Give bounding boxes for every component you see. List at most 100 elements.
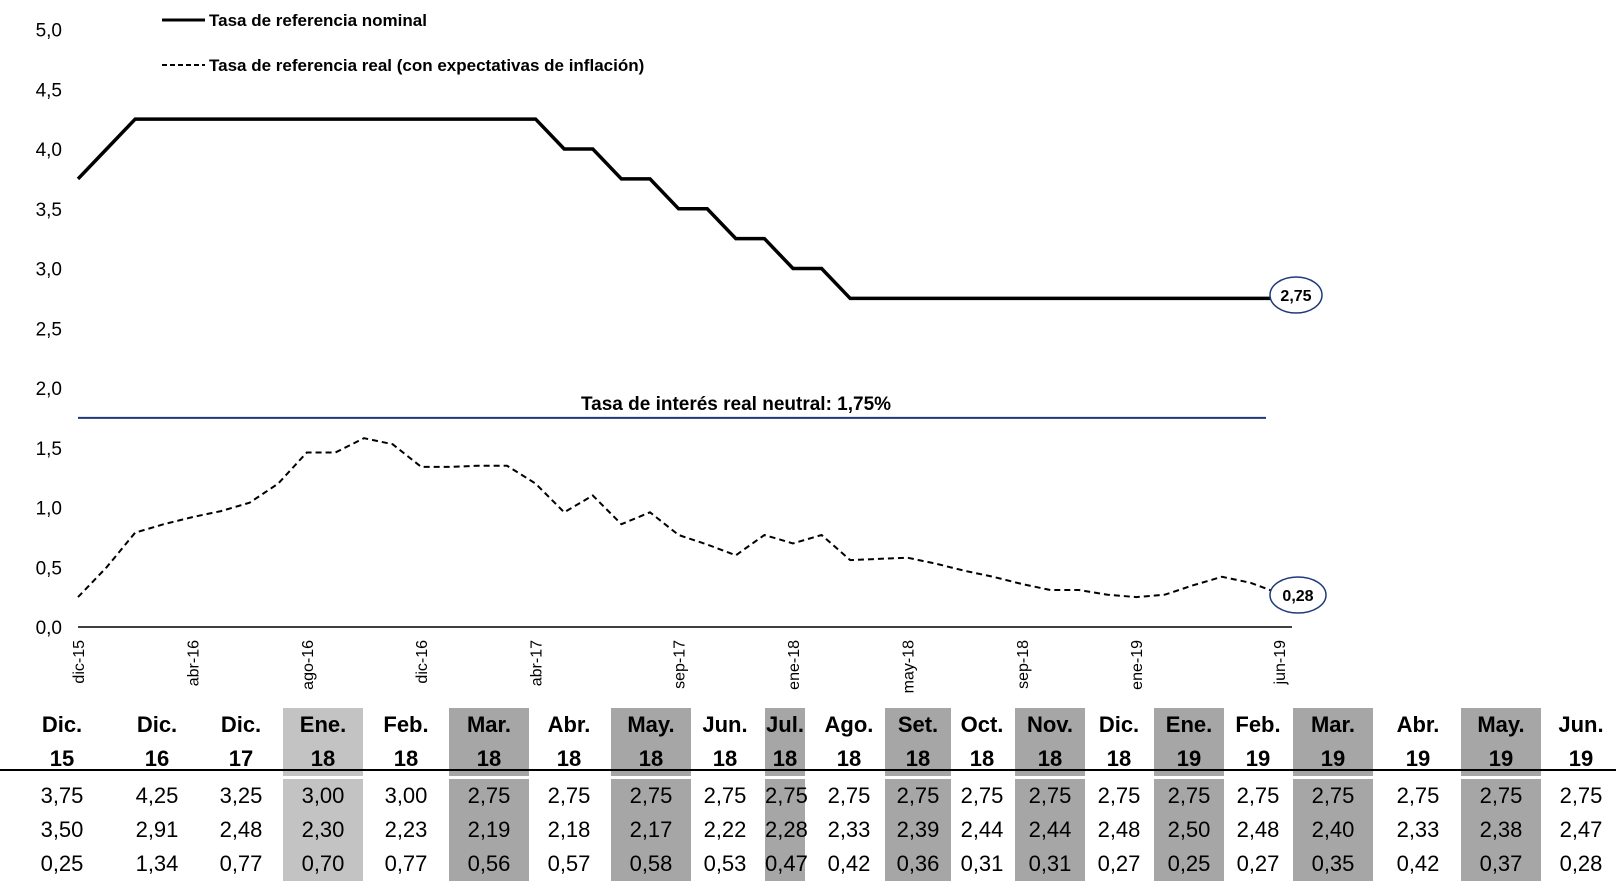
table-header-month: Jun. xyxy=(702,712,748,737)
table-cell-real: 0,37 xyxy=(1461,847,1541,881)
table-cell-real: 0,42 xyxy=(827,851,871,876)
table-divider xyxy=(0,769,1616,771)
table-cell-nominal: 2,75 xyxy=(885,779,951,813)
table-cell-real: 0,56 xyxy=(449,847,529,881)
table-header-month: Abr. xyxy=(547,712,591,737)
table-cell-nominal: 4,25 xyxy=(135,783,179,808)
x-tick-label: ene-19 xyxy=(1129,640,1146,690)
table-cell-nominal: 2,75 xyxy=(547,783,591,808)
table-cell-expectations: 2,91 xyxy=(135,817,179,842)
table-header-month: Set. xyxy=(885,708,951,742)
y-tick-label: 1,0 xyxy=(36,499,62,520)
end-label-nominal: 2,75 xyxy=(1280,288,1311,305)
neutral-rate-label: Tasa de interés real neutral: 1,75% xyxy=(581,394,891,415)
table-cell-expectations: 2,18 xyxy=(547,817,591,842)
table-header-year: 19 xyxy=(1405,746,1431,771)
table-header-year: 17 xyxy=(228,746,254,771)
table-cell-real: 0,77 xyxy=(384,851,428,876)
table-header-year: 18 xyxy=(712,746,738,771)
table-cell-nominal: 2,75 xyxy=(827,783,871,808)
table-cell-real: 0,31 xyxy=(960,851,1004,876)
table-header-month: May. xyxy=(1461,708,1541,742)
x-tick-label: sep-17 xyxy=(672,640,689,689)
table-header-month: Oct. xyxy=(960,712,1004,737)
end-labels: 2,75 0,28 xyxy=(1269,276,1327,614)
table-header-year: 15 xyxy=(49,746,75,771)
end-label-real-circle xyxy=(1269,576,1327,614)
table-cell-expectations: 2,22 xyxy=(703,817,747,842)
table-cell-real: 0,28 xyxy=(1559,851,1603,876)
table-cell-real: 0,25 xyxy=(40,851,84,876)
legend-label-nominal: Tasa de referencia nominal xyxy=(209,11,427,30)
series-line-real xyxy=(77,437,1280,599)
table-header-month: Abr. xyxy=(1396,712,1440,737)
end-label-nominal-circle xyxy=(1269,276,1323,314)
y-tick-label: 3,5 xyxy=(36,200,62,221)
table-cell-nominal: 3,75 xyxy=(40,783,84,808)
table-row-nominal: 3,75 4,25 3,25 3,00 3,00 2,75 2,75 2,75 2,75 2,75… xyxy=(0,779,1616,813)
table-header-month: Dic. xyxy=(136,712,178,737)
table-cell-expectations: 3,50 xyxy=(40,817,84,842)
table-header-month: Mar. xyxy=(449,708,529,742)
table-header-year: 18 xyxy=(836,746,862,771)
table-cell-expectations: 2,33 xyxy=(827,817,871,842)
table-header-month: Mar. xyxy=(1293,708,1373,742)
table-cell-expectations: 2,48 xyxy=(219,817,263,842)
table-cell-nominal: 2,75 xyxy=(1015,779,1085,813)
table-cell-real: 0,53 xyxy=(703,851,747,876)
table-cell-expectations: 2,19 xyxy=(449,813,529,847)
x-tick-label: dic-15 xyxy=(71,640,88,684)
table-header-year: 16 xyxy=(144,746,170,771)
table-cell-expectations: 2,33 xyxy=(1396,817,1440,842)
table-cell-expectations: 2,17 xyxy=(611,813,691,847)
table-header-month: Ene. xyxy=(1154,708,1224,742)
table-header-month: Ene. xyxy=(283,708,363,742)
table-cell-nominal: 2,75 xyxy=(1097,783,1141,808)
table-cell-real: 0,77 xyxy=(219,851,263,876)
table-cell-real: 0,42 xyxy=(1396,851,1440,876)
legend-label-real: Tasa de referencia real (con expectativa… xyxy=(209,56,644,75)
table-header-month: Ago. xyxy=(824,712,874,737)
table-header-month: Jul. xyxy=(765,708,805,742)
table-header-month: Dic. xyxy=(41,712,83,737)
table-cell-real: 0,36 xyxy=(885,847,951,881)
y-tick-label: 3,0 xyxy=(36,260,62,281)
y-tick-label: 0,0 xyxy=(36,618,62,639)
table-header-month: Dic. xyxy=(220,712,262,737)
table-header-month-row: Dic. Dic. Dic. Ene. Feb. Mar. Abr. May. Jun. Jul.… xyxy=(0,708,1616,742)
table-cell-nominal: 2,75 xyxy=(703,783,747,808)
table-cell-expectations: 2,47 xyxy=(1559,817,1603,842)
table-header-month: Feb. xyxy=(383,712,429,737)
table-header-year: 18 xyxy=(393,746,419,771)
y-axis: 0,0 0,5 1,0 1,5 2,0 2,5 3,0 3,5 4,0 4,5 5,0 xyxy=(36,21,62,640)
x-axis: dic-15 abr-16 ago-16 dic-16 abr-17 sep-17 ene-… xyxy=(71,626,1292,693)
table-cell-real: 0,25 xyxy=(1154,847,1224,881)
x-tick-label: dic-16 xyxy=(414,640,431,684)
table-cell-real: 0,70 xyxy=(283,847,363,881)
y-tick-label: 4,0 xyxy=(36,140,62,161)
table-cell-expectations: 2,44 xyxy=(1015,813,1085,847)
table-cell-expectations: 2,38 xyxy=(1461,813,1541,847)
table-cell-real: 0,47 xyxy=(765,847,808,881)
table-cell-nominal: 2,75 xyxy=(611,779,691,813)
y-tick-label: 2,0 xyxy=(36,379,62,400)
table-cell-nominal: 2,75 xyxy=(960,783,1004,808)
table-cell-real: 0,57 xyxy=(547,851,591,876)
table-cell-nominal: 2,75 xyxy=(1154,779,1224,813)
table-cell-real: 0,35 xyxy=(1293,847,1373,881)
x-tick-label: sep-18 xyxy=(1015,640,1032,689)
table-cell-expectations: 2,30 xyxy=(283,813,363,847)
x-tick-label: ago-16 xyxy=(300,640,317,690)
end-label-real: 0,28 xyxy=(1282,588,1313,605)
table-cell-real: 0,31 xyxy=(1015,847,1085,881)
table-cell-expectations: 2,50 xyxy=(1154,813,1224,847)
x-tick-label: abr-17 xyxy=(529,640,546,686)
series-group xyxy=(76,117,1280,599)
table-row-expectations: 3,50 2,91 2,48 2,30 2,23 2,19 2,18 2,17 2,22 2,28… xyxy=(0,813,1616,847)
table-cell-nominal: 3,00 xyxy=(384,783,428,808)
table-header-month: May. xyxy=(611,708,691,742)
table-cell-expectations: 2,44 xyxy=(960,817,1004,842)
table-cell-real: 1,34 xyxy=(135,851,179,876)
table-cell-real: 0,58 xyxy=(611,847,691,881)
y-tick-label: 4,5 xyxy=(36,80,62,101)
